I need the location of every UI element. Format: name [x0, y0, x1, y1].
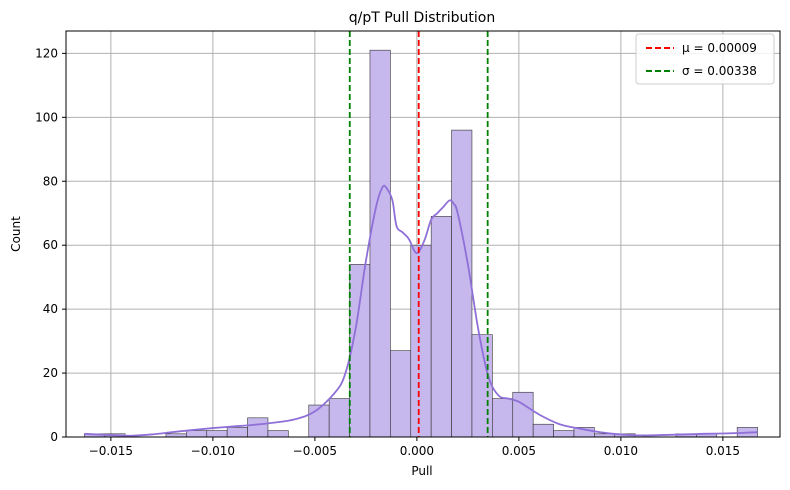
legend-mean-label: μ = 0.00009: [682, 41, 757, 55]
legend-box: [635, 33, 775, 85]
x-tick-label: 0.005: [502, 444, 536, 458]
histogram-bar: [308, 404, 330, 438]
histogram-bar: [247, 417, 269, 438]
x-axis: −0.015 −0.010 −0.005 0.000 0.005 0.010 0.015: [89, 437, 740, 458]
x-tick-label: 0.015: [706, 444, 740, 458]
x-axis-title: Pull: [411, 464, 432, 478]
histogram-bar: [206, 430, 228, 438]
histogram-bar: [553, 430, 575, 438]
x-tick-label: 0.010: [604, 444, 638, 458]
y-tick-label: 40: [43, 302, 58, 316]
histogram-bar: [369, 49, 391, 438]
histogram-bar: [451, 129, 473, 438]
histogram-bar: [328, 398, 350, 438]
x-tick-label: 0.000: [400, 444, 434, 458]
histogram-bar: [390, 350, 412, 438]
histogram-bar: [532, 423, 554, 438]
x-tick-label: −0.015: [89, 444, 133, 458]
histogram-bar: [410, 244, 432, 438]
histogram-bar: [267, 430, 289, 438]
y-tick-label: 0: [50, 430, 58, 444]
legend: μ = 0.00009 σ = 0.00338: [635, 33, 775, 85]
y-tick-label: 20: [43, 366, 58, 380]
histogram-bar: [492, 398, 514, 438]
x-tick-label: −0.010: [191, 444, 235, 458]
x-tick-label: −0.005: [293, 444, 337, 458]
y-tick-label: 120: [35, 46, 58, 60]
histogram-bar: [512, 391, 534, 438]
reference-lines: [348, 31, 489, 437]
kde-curve: [84, 184, 758, 437]
y-axis-title: Count: [9, 216, 23, 252]
plot-frame: [65, 30, 781, 438]
y-tick-label: 80: [43, 174, 58, 188]
chart-title: q/pT Pull Distribution: [349, 10, 495, 26]
histogram-bar: [226, 427, 248, 438]
y-tick-label: 100: [35, 110, 58, 124]
y-tick-label: 60: [43, 238, 58, 252]
legend-sigma-label: σ = 0.00338: [682, 64, 757, 78]
histogram-bar: [430, 216, 452, 438]
histogram-bar: [349, 264, 371, 438]
kde-layer: [84, 184, 758, 437]
histogram-bar: [186, 430, 208, 438]
y-axis: 0 20 40 60 80 100 120: [35, 46, 66, 444]
histogram-bars: [84, 49, 758, 438]
